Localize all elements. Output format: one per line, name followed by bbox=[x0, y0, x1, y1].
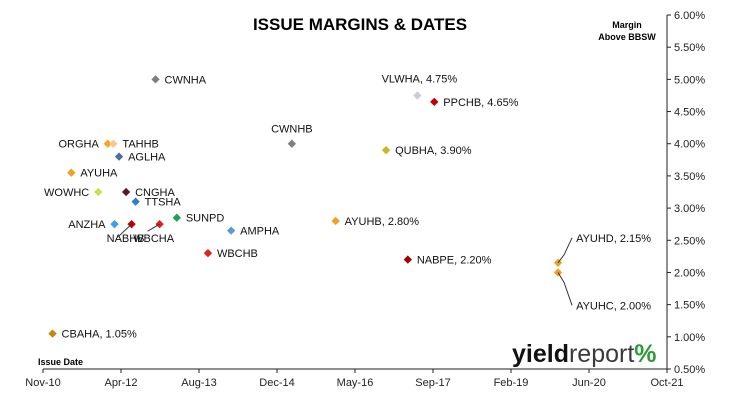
data-label: NABHB bbox=[107, 233, 145, 245]
data-label: AMPHA bbox=[240, 226, 280, 238]
data-label: VLWHA, 4.75% bbox=[382, 73, 458, 85]
x-tick-label: Aug-13 bbox=[181, 377, 216, 389]
data-point bbox=[430, 97, 439, 107]
data-point bbox=[114, 152, 124, 161]
data-point bbox=[331, 216, 340, 226]
data-label: TAHHB bbox=[122, 139, 158, 151]
data-label: WBCHB bbox=[217, 248, 258, 260]
data-label: WOWHC bbox=[44, 187, 89, 199]
data-point bbox=[121, 187, 131, 197]
y-tick-label: 3.00% bbox=[674, 203, 705, 215]
x-tick-label: May-16 bbox=[337, 377, 374, 389]
leader-line bbox=[557, 237, 573, 264]
data-point bbox=[381, 145, 391, 155]
y-axis-label-line-1: Margin bbox=[612, 20, 642, 30]
data-point bbox=[403, 255, 412, 264]
data-point bbox=[553, 258, 563, 267]
logo-prefix: yield bbox=[512, 340, 569, 368]
y-tick-label: 4.50% bbox=[674, 107, 705, 119]
y-axis-label-line-2: Above BBSW bbox=[598, 32, 656, 42]
x-tick-label: Apr-12 bbox=[104, 377, 137, 389]
data-label: AGLHA bbox=[128, 152, 166, 164]
y-tick-label: 0.50% bbox=[674, 364, 705, 376]
y-ticks: 0.50% 1.00% 1.50% 2.00% 2.50% 3.00% 3.50% 4.00%… bbox=[667, 10, 705, 376]
data-label: AYUHC, 2.00% bbox=[576, 300, 651, 312]
data-label: ORGHA bbox=[58, 139, 99, 151]
data-point bbox=[109, 139, 118, 148]
data-label: CWNHA bbox=[165, 74, 207, 86]
data-label: NABPE, 2.20% bbox=[417, 255, 492, 267]
x-tick-label: Feb-19 bbox=[494, 377, 529, 389]
data-points bbox=[48, 75, 563, 338]
data-point bbox=[287, 139, 297, 148]
logo-text: yieldreport% bbox=[512, 340, 657, 368]
y-tick-label: 4.00% bbox=[674, 139, 705, 151]
y-tick-label: 1.50% bbox=[674, 300, 705, 312]
data-label: AYUHA bbox=[80, 168, 118, 180]
leader-line bbox=[557, 272, 573, 306]
data-label: WBCHA bbox=[133, 233, 175, 245]
x-axis-label: Issue Date bbox=[38, 357, 83, 367]
data-label: CWNHB bbox=[271, 124, 313, 136]
data-point bbox=[94, 187, 103, 197]
data-point bbox=[131, 197, 140, 206]
data-label: AYUHD, 2.15% bbox=[576, 233, 651, 245]
x-tick-label: Jun-20 bbox=[572, 377, 606, 389]
x-tick-label: Sep-17 bbox=[415, 377, 450, 389]
data-point bbox=[110, 220, 119, 229]
data-label: CNGHA bbox=[135, 187, 175, 199]
y-tick-label: 2.50% bbox=[674, 235, 705, 247]
y-tick-label: 2.00% bbox=[674, 267, 705, 279]
data-point bbox=[103, 139, 112, 148]
data-point bbox=[172, 213, 181, 222]
x-tick-label: Oct-21 bbox=[650, 377, 683, 389]
data-point bbox=[151, 75, 160, 84]
y-tick-label: 1.00% bbox=[674, 332, 705, 344]
x-tick-label: Nov-10 bbox=[25, 377, 60, 389]
data-label: TTSHA bbox=[145, 197, 182, 209]
data-label: CBAHA, 1.05% bbox=[62, 329, 137, 341]
y-tick-label: 5.00% bbox=[674, 74, 705, 86]
data-point bbox=[48, 329, 57, 338]
logo-mark: % bbox=[634, 340, 656, 368]
logo-suffix: report bbox=[569, 340, 634, 368]
data-label: QUBHA, 3.90% bbox=[395, 145, 472, 157]
leader-line bbox=[147, 223, 160, 232]
data-point bbox=[413, 91, 422, 100]
data-point bbox=[203, 248, 213, 258]
x-ticks: Nov-10 Apr-12 Aug-13 Dec-14 May-16 Sep-17 Feb-… bbox=[25, 369, 684, 389]
leader-line bbox=[117, 223, 132, 238]
data-label: ANZHA bbox=[68, 219, 106, 231]
y-tick-label: 6.00% bbox=[674, 10, 705, 22]
data-label: PPCHB, 4.65% bbox=[443, 97, 518, 109]
data-label: AYUHB, 2.80% bbox=[345, 216, 420, 228]
x-tick-label: Dec-14 bbox=[259, 377, 294, 389]
data-labels: CWNHA VLWHA, 4.75% PPCHB, 4.65% CWNHB QUBHA,… bbox=[44, 73, 651, 340]
data-point bbox=[226, 226, 236, 235]
y-tick-label: 3.50% bbox=[674, 171, 705, 183]
data-point bbox=[553, 268, 563, 277]
yieldreport-logo: yieldreport% bbox=[512, 340, 657, 368]
data-label: SUNPD bbox=[186, 213, 225, 225]
y-tick-label: 5.50% bbox=[674, 42, 705, 54]
chart-title: ISSUE MARGINS & DATES bbox=[253, 15, 467, 34]
data-point bbox=[67, 168, 76, 177]
